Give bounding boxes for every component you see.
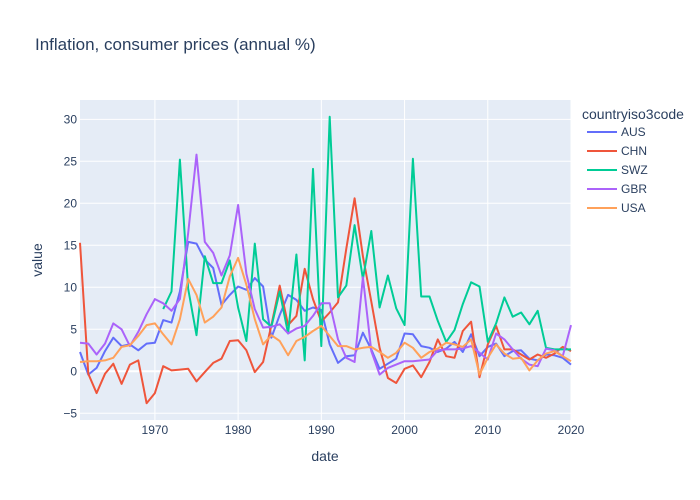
series-line-usa — [79, 256, 572, 376]
y-tick-label: 25 — [64, 154, 78, 168]
x-axis-ticks: 1970 1980 1990 2000 2010 2020 — [142, 423, 585, 437]
x-axis-label: date — [311, 448, 338, 464]
series-line-swz — [162, 115, 571, 362]
legend-item-usa: USA — [621, 201, 646, 215]
legend: countryiso3code AUS CHN SWZ GBR USA — [582, 106, 684, 215]
series-line-aus — [79, 240, 572, 376]
legend-item-swz: SWZ — [621, 163, 648, 177]
chart-title: Inflation, consumer prices (annual %) — [35, 35, 316, 54]
legend-item-chn: CHN — [621, 144, 647, 158]
legend-title: countryiso3code — [582, 106, 684, 122]
y-axis-label: value — [29, 243, 45, 277]
legend-item-aus: AUS — [621, 125, 646, 139]
x-tick-label: 2000 — [391, 423, 418, 437]
y-tick-label: 10 — [64, 280, 78, 294]
y-tick-label: 0 — [70, 364, 77, 378]
plot-area — [80, 100, 571, 420]
legend-item-gbr: GBR — [621, 182, 647, 196]
series-lines — [79, 115, 572, 405]
x-tick-label: 1990 — [308, 423, 335, 437]
x-tick-label: 1980 — [225, 423, 252, 437]
series-line-chn — [79, 197, 572, 405]
y-tick-label: 30 — [64, 112, 78, 126]
y-tick-label: 15 — [64, 238, 78, 252]
x-tick-label: 2020 — [558, 423, 585, 437]
x-tick-label: 1970 — [142, 423, 169, 437]
x-tick-label: 2010 — [474, 423, 501, 437]
y-axis-ticks: −5 0 5 10 15 20 25 30 — [63, 112, 77, 420]
y-tick-label: −5 — [63, 406, 77, 420]
gridlines — [80, 100, 572, 420]
y-tick-label: 20 — [64, 196, 78, 210]
y-tick-label: 5 — [70, 322, 77, 336]
